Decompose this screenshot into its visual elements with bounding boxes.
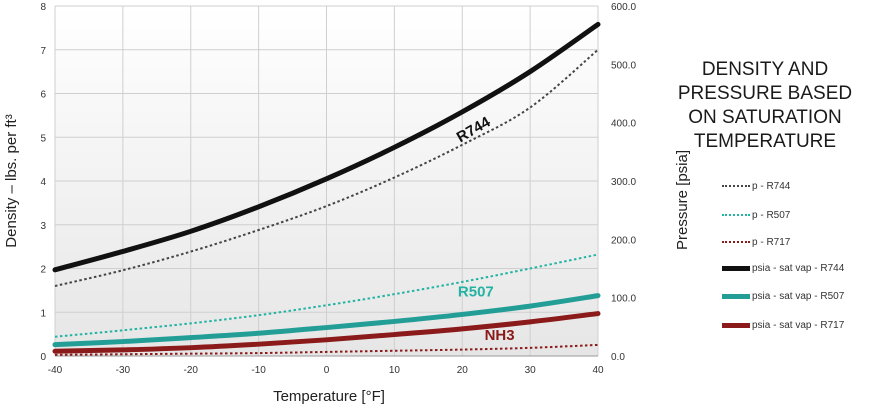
legend-swatch bbox=[722, 322, 750, 328]
y-tick-label: 3 bbox=[40, 221, 46, 232]
x-tick-label: 10 bbox=[389, 365, 401, 376]
y-tick-label: 4 bbox=[40, 177, 46, 188]
legend-label: psia - sat vap - R744 bbox=[752, 262, 845, 274]
y-tick-label: 0 bbox=[40, 352, 46, 363]
y2-tick-label: 100.0 bbox=[611, 294, 636, 305]
y-tick-label: 7 bbox=[40, 46, 46, 57]
legend-label: psia - sat vap - R717 bbox=[752, 319, 845, 331]
chart-title: DENSITY AND PRESSURE BASED ON SATURATION… bbox=[670, 58, 860, 154]
series-line-psia-sat-vap-r507 bbox=[52, 293, 601, 348]
y-tick-label: 8 bbox=[40, 2, 46, 13]
x-tick-label: -10 bbox=[251, 365, 266, 376]
y2-tick-label: 200.0 bbox=[611, 235, 636, 246]
legend-item-sat-vap-r744: psia - sat vap - R744 bbox=[722, 260, 844, 276]
x-tick-label: -40 bbox=[48, 365, 63, 376]
legend-label: p - R507 bbox=[752, 209, 791, 221]
series-line-psia-sat-vap-r717 bbox=[52, 311, 601, 354]
legend-item-p-r744: p - R744 bbox=[722, 178, 790, 194]
y2-tick-label: 400.0 bbox=[611, 119, 636, 130]
chart-title-line: PRESSURE BASED bbox=[677, 83, 853, 104]
x-axis-label: Temperature [°F] bbox=[273, 388, 385, 405]
x-tick-label: 0 bbox=[324, 365, 330, 376]
legend-item-sat-vap-r507: psia - sat vap - R507 bbox=[722, 288, 844, 304]
x-tick-label: 30 bbox=[525, 365, 537, 376]
annotation-label: NH3 bbox=[485, 327, 515, 344]
x-tick-label: 40 bbox=[592, 365, 604, 376]
y2-tick-label: 600.0 bbox=[611, 2, 636, 13]
y-axis-label: Density – lbs. per ft³ bbox=[3, 114, 20, 247]
y-tick-label: 5 bbox=[40, 133, 46, 144]
x-tick-label: -30 bbox=[116, 365, 131, 376]
legend-label: psia - sat vap - R507 bbox=[752, 290, 845, 302]
legend-swatch bbox=[722, 293, 750, 299]
legend-item-p-r717: p - R717 bbox=[722, 234, 790, 250]
x-tick-label: -20 bbox=[184, 365, 199, 376]
chart-title-line: DENSITY AND bbox=[701, 59, 829, 80]
y-tick-label: 2 bbox=[40, 265, 46, 276]
x-tick-label: 20 bbox=[457, 365, 469, 376]
annotation-label: R507 bbox=[458, 284, 494, 301]
y2-tick-label: 0.0 bbox=[611, 352, 625, 363]
legend-label: p - R717 bbox=[752, 236, 791, 248]
chart-title-line: TEMPERATURE bbox=[693, 131, 837, 152]
series-line-psia-sat-vap-r744 bbox=[52, 21, 601, 273]
legend-swatch bbox=[722, 185, 750, 187]
y2-tick-label: 300.0 bbox=[611, 177, 636, 188]
legend-item-p-r507: p - R507 bbox=[722, 207, 790, 223]
chart-title-line: ON SATURATION bbox=[688, 107, 842, 128]
legend-item-sat-vap-r717: psia - sat vap - R717 bbox=[722, 317, 844, 333]
series-line-p-r717 bbox=[54, 343, 599, 356]
legend-swatch bbox=[722, 214, 750, 216]
y2-axis-label: Pressure [psia] bbox=[674, 150, 691, 250]
y-tick-label: 6 bbox=[40, 90, 46, 101]
series-line-p-r744 bbox=[54, 48, 599, 287]
y-tick-label: 1 bbox=[40, 308, 46, 319]
legend-label: p - R744 bbox=[752, 180, 791, 192]
y2-tick-label: 500.0 bbox=[611, 60, 636, 71]
legend-swatch bbox=[722, 265, 750, 271]
legend-swatch bbox=[722, 241, 750, 243]
